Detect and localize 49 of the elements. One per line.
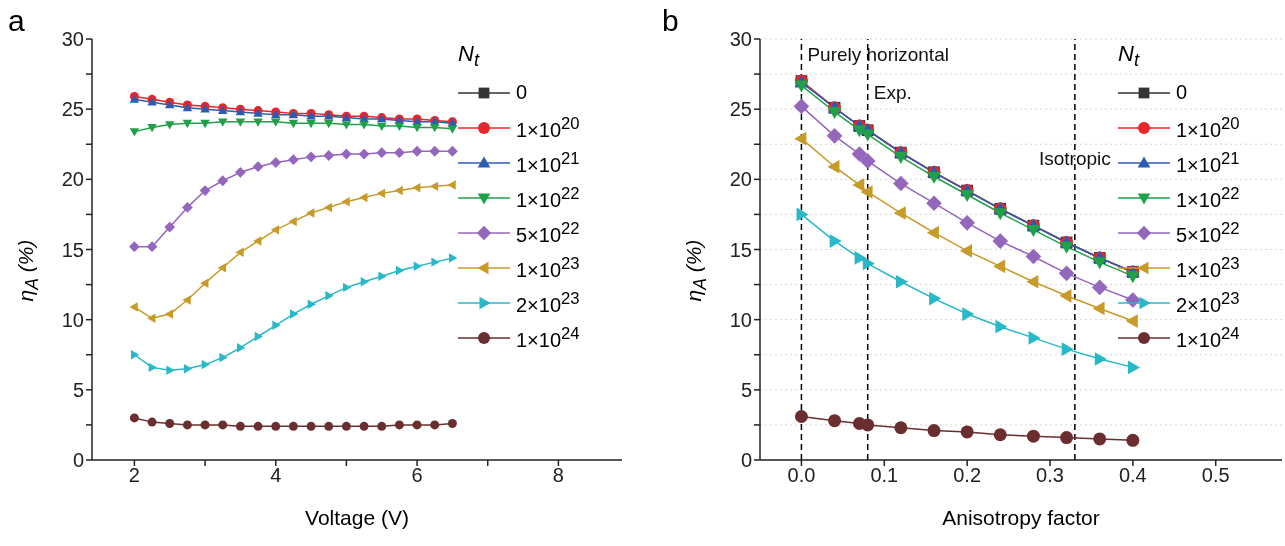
x-tick-label: 2: [128, 464, 140, 487]
legend-label: 1×10$^{20}$: [1176, 114, 1240, 142]
ref-line-label: Purely horizontal: [807, 44, 949, 65]
legend-label: 5×10$^{22}$: [1176, 219, 1240, 247]
x-tick-label: 0.2: [953, 464, 982, 487]
legend-title: N$_{t}$: [1118, 41, 1141, 72]
y-tick-label: 15: [61, 238, 84, 261]
x-tick-label: 8: [552, 464, 564, 487]
legend-label: 5×10$^{22}$: [516, 219, 580, 247]
y-tick-label: 0: [72, 449, 84, 472]
x-axis-title: Voltage (V): [304, 506, 410, 530]
y-tick-label: 30: [61, 28, 84, 51]
x-tick-label: 0.4: [1118, 464, 1147, 487]
x-tick-label: 0.3: [1036, 464, 1064, 487]
y-tick-label: 20: [729, 168, 752, 191]
y-tick-label: 5: [740, 378, 752, 401]
y-tick-label: 20: [61, 168, 84, 191]
legend-label: 1×10$^{22}$: [1176, 184, 1240, 212]
chart-title: a: [8, 4, 25, 38]
x-tick-label: 0.5: [1201, 464, 1230, 487]
y-tick-label: 10: [61, 308, 84, 331]
legend-label: 0: [516, 81, 528, 105]
legend-label: 2×10$^{23}$: [516, 289, 580, 317]
legend-label: 1×10$^{24}$: [516, 324, 580, 352]
x-tick-label: 4: [270, 464, 282, 487]
x-tick-label: 6: [411, 464, 423, 487]
x-tick-label: 0.0: [787, 464, 816, 487]
legend-label: 1×10$^{22}$: [516, 184, 580, 212]
legend-label: 1×10$^{23}$: [516, 254, 580, 282]
y-tick-label: 10: [729, 308, 752, 331]
x-axis-title: Anisotropy factor: [941, 506, 1101, 530]
chart-title: b: [662, 4, 679, 38]
y-tick-label: 25: [729, 98, 752, 121]
legend-label: 1×10$^{21}$: [516, 149, 580, 177]
legend-label: 1×10$^{23}$: [1176, 254, 1240, 282]
legend-label: 1×10$^{24}$: [1176, 324, 1240, 352]
y-tick-label: 0: [740, 449, 752, 472]
y-tick-label: 5: [72, 378, 84, 401]
legend-label: 2×10$^{23}$: [1176, 289, 1240, 317]
y-tick-label: 25: [61, 98, 84, 121]
legend-label: 1×10$^{21}$: [1176, 149, 1240, 177]
y-tick-label: 15: [729, 238, 752, 261]
legend-label: 0: [1176, 81, 1188, 105]
ref-line-label: Isotropic: [1038, 148, 1111, 169]
ref-line-label: Exp.: [873, 82, 912, 103]
x-tick-label: 0.1: [870, 464, 899, 487]
legend-label: 1×10$^{20}$: [516, 114, 580, 142]
legend-title: N$_{t}$: [458, 41, 481, 72]
y-tick-label: 30: [729, 28, 752, 51]
